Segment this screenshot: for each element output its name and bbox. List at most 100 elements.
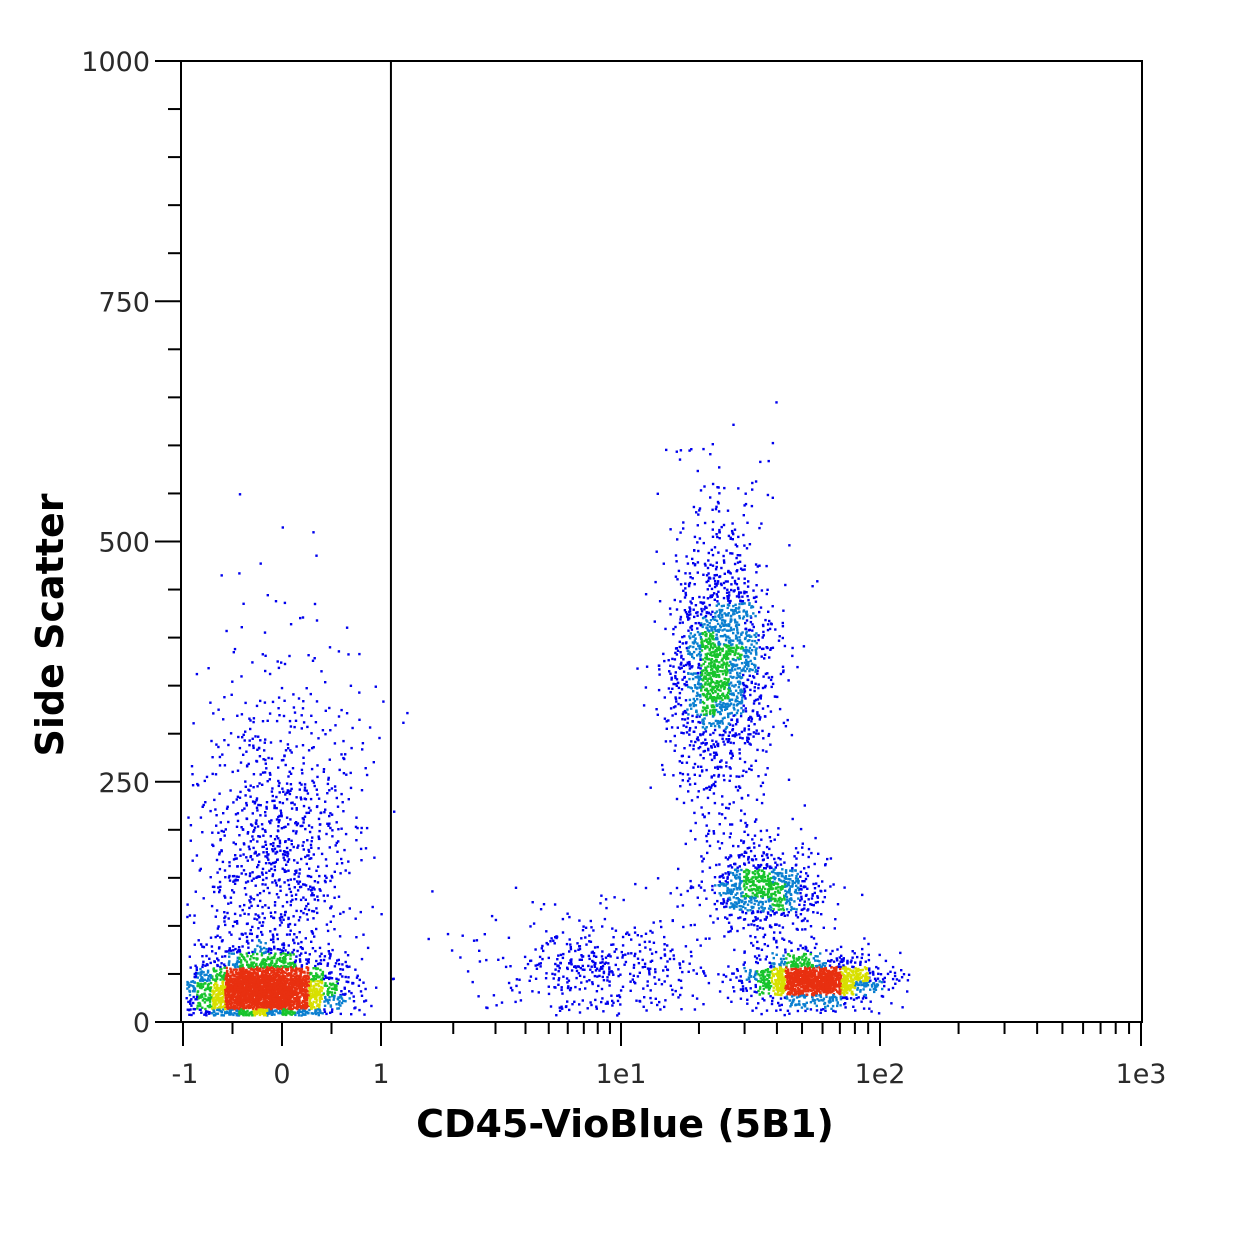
event-dot <box>310 857 313 860</box>
event-dot <box>743 592 746 595</box>
event-dot <box>341 801 344 804</box>
event-dot <box>201 993 204 996</box>
event-dot <box>276 965 279 968</box>
event-dot <box>241 954 244 958</box>
event-dot <box>285 1008 288 1012</box>
event-dot <box>225 979 228 982</box>
event-dot <box>318 829 321 833</box>
event-dot <box>317 835 320 838</box>
event-dot <box>309 1002 312 1005</box>
event-dot <box>348 907 351 910</box>
event-dot <box>727 569 730 573</box>
event-dot <box>709 712 712 716</box>
event-dot <box>302 762 305 765</box>
event-dot <box>197 972 200 975</box>
event-dot <box>214 773 218 776</box>
event-dot <box>750 504 754 508</box>
event-dot <box>706 588 709 591</box>
event-dot <box>338 768 341 772</box>
event-dot <box>244 730 247 733</box>
event-dot <box>265 1008 268 1012</box>
event-dot <box>681 761 684 764</box>
event-dot <box>282 1008 285 1011</box>
event-dot <box>673 749 676 752</box>
event-dot <box>305 993 309 997</box>
event-dot <box>277 696 281 699</box>
event-dot <box>255 989 259 992</box>
event-dot <box>264 963 267 966</box>
event-dot <box>330 787 334 790</box>
event-dot <box>282 980 286 983</box>
event-dot <box>222 978 225 981</box>
event-dot <box>293 1011 296 1014</box>
event-dot <box>324 874 327 878</box>
event-dot <box>319 993 322 997</box>
event-dot <box>315 869 318 872</box>
event-dot <box>223 985 227 988</box>
event-dot <box>247 997 250 1000</box>
event-dot <box>271 983 275 986</box>
event-dot <box>267 906 270 909</box>
event-dot <box>320 852 324 856</box>
event-dot <box>241 736 244 739</box>
event-dot <box>724 727 727 731</box>
event-dot <box>268 983 271 987</box>
event-dot <box>301 1004 305 1007</box>
event-dot <box>299 885 303 889</box>
event-dot <box>219 993 222 996</box>
event-dot <box>741 595 744 598</box>
event-dot <box>747 794 750 797</box>
event-dot <box>256 996 259 999</box>
event-dot <box>261 653 264 656</box>
event-dot <box>305 913 309 916</box>
event-dot <box>733 579 737 583</box>
event-dot <box>271 861 275 865</box>
event-dot <box>355 816 358 819</box>
event-dot <box>284 749 288 752</box>
event-dot <box>267 997 270 1000</box>
event-dot <box>264 986 267 990</box>
event-dot <box>744 502 748 506</box>
event-dot <box>335 980 339 983</box>
event-dot <box>292 693 295 696</box>
event-dot <box>375 986 378 989</box>
event-dot <box>284 763 287 767</box>
event-dot <box>256 980 260 983</box>
event-dot <box>282 966 285 969</box>
event-dot <box>236 714 239 717</box>
event-dot <box>271 881 274 884</box>
event-dot <box>284 982 288 985</box>
event-dot <box>711 535 715 538</box>
event-dot <box>337 840 340 843</box>
event-dot <box>247 942 250 945</box>
event-dot <box>259 1010 262 1013</box>
event-dot <box>209 981 213 985</box>
event-dot <box>234 947 237 951</box>
event-dot <box>318 1006 321 1010</box>
event-dot <box>246 990 250 994</box>
event-dot <box>265 847 268 851</box>
event-dot <box>248 739 251 742</box>
event-dot <box>257 863 260 867</box>
event-dot <box>294 822 297 825</box>
event-dot <box>218 888 222 892</box>
event-dot <box>232 994 236 997</box>
event-dot <box>708 622 711 625</box>
event-dot <box>360 789 364 792</box>
event-dot <box>275 795 278 799</box>
event-dot <box>670 676 673 679</box>
event-dot <box>200 970 204 973</box>
event-dot <box>260 987 263 990</box>
event-dot <box>257 982 261 985</box>
event-dot <box>277 784 280 788</box>
event-dot <box>251 950 254 954</box>
event-dot <box>192 722 195 725</box>
event-dot <box>781 625 785 628</box>
event-dot <box>321 970 325 974</box>
event-dot <box>273 806 276 810</box>
event-dot <box>718 695 722 698</box>
event-dot <box>347 653 350 656</box>
event-dot <box>738 702 741 705</box>
event-dot <box>244 1006 247 1009</box>
event-dot <box>709 753 712 756</box>
